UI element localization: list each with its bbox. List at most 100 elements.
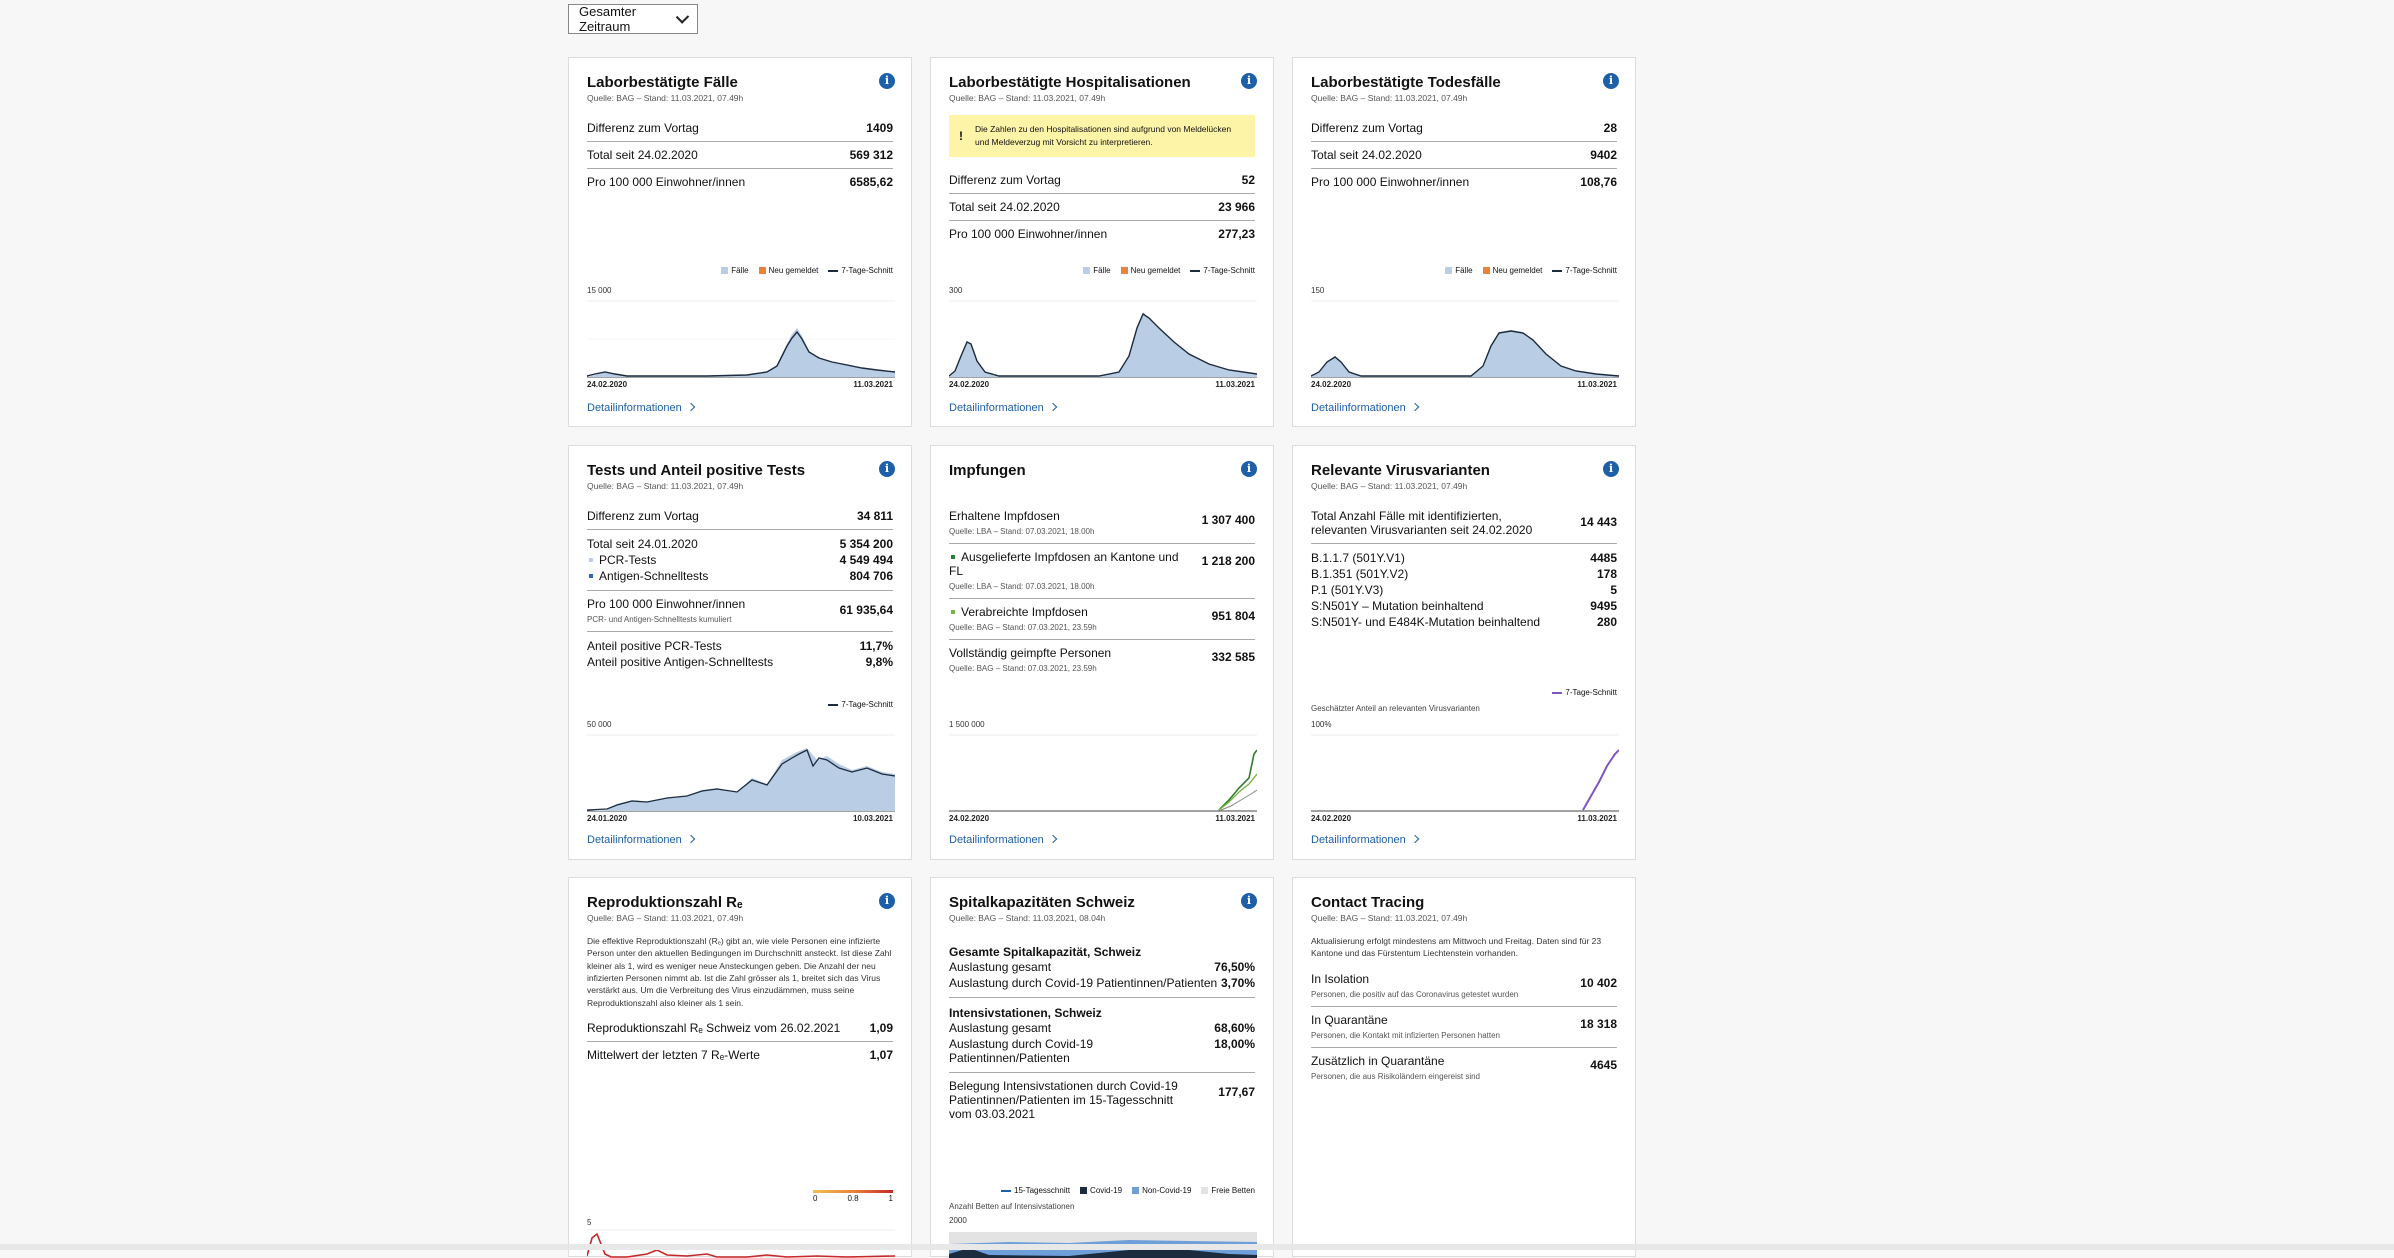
stat-value: 1 307 400 (1201, 513, 1255, 527)
variants-list: B.1.1.7 (501Y.V1) 4485 B.1.351 (501Y.V2) 1… (1311, 544, 1617, 636)
y-axis-max: 2000 (949, 1216, 967, 1225)
stat-value: 4 549 494 (839, 553, 893, 567)
legend-item: 7-Tage-Schnitt (1552, 688, 1617, 697)
chart-legend: 7-Tage-Schnitt (1552, 688, 1617, 697)
y-axis-max: 15 000 (587, 286, 612, 295)
stat-row: Verabreichte Impfdosen Quelle: BAG – Stan… (949, 599, 1255, 640)
stat-row: Pro 100 000 Einwohner/innen 277,23 (949, 221, 1255, 247)
stat-value: 569 312 (849, 148, 893, 162)
y-axis-max: 50 000 (587, 720, 612, 729)
legend-item: Freie Betten (1201, 1186, 1255, 1195)
stat-value: 4645 (1590, 1057, 1617, 1072)
card-title: Laborbestätigte Hospitalisationen (949, 74, 1191, 91)
stat-sublabel: Personen, die positiv auf das Coronaviru… (1311, 989, 1519, 999)
stat-label: Reproduktionszahl Rₑ Schweiz vom 26.02.2… (587, 1020, 841, 1035)
detail-link[interactable]: Detailinformationen (949, 402, 1056, 414)
legend-item: Neu gemeldet (1120, 266, 1180, 275)
stat-sublabel: Personen, die aus Risikoländern eingerei… (1311, 1071, 1480, 1081)
stat-label: Antigen-Schnelltests (587, 569, 708, 583)
info-icon[interactable]: i (1603, 73, 1619, 89)
stat-row: Pro 100 000 Einwohner/innen 108,76 (1311, 169, 1617, 195)
list-item: B.1.351 (501Y.V2) 178 (1311, 567, 1617, 581)
stat-label: Differenz zum Vortag (949, 172, 1061, 187)
stat-value: 61 935,64 (839, 603, 893, 617)
period-select[interactable]: Gesamter Zeitraum (568, 4, 698, 34)
stat-label: Zusätzlich in Quarantäne (1311, 1053, 1445, 1068)
stat-label: Total Anzahl Fälle mit identifizierten, … (1311, 509, 1533, 537)
x-axis-start: 24.02.2020 (949, 814, 990, 823)
detail-link[interactable]: Detailinformationen (949, 834, 1056, 846)
stat-label: Anteil positive PCR-Tests (587, 639, 722, 653)
detail-link[interactable]: Detailinformationen (587, 402, 694, 414)
horizontal-scrollbar[interactable] (0, 1244, 2394, 1250)
explanation-text: Aktualisierung erfolgt mindestens am Mit… (1311, 936, 1602, 959)
stat-value: 332 585 (1211, 650, 1255, 664)
capacity-icu-block: Intensivstationen, Schweiz Auslastung ge… (949, 998, 1255, 1073)
stat-label: Auslastung durch Covid-19 Patientinnen/P… (949, 976, 1218, 990)
stat-row: Total seit 24.02.2020 23 966 (949, 194, 1255, 221)
stat-value: 804 706 (849, 569, 893, 583)
info-icon[interactable]: i (1241, 461, 1257, 477)
chart-legend: 15-Tagesschnitt Covid-19 Non-Covid-19 Fr… (1001, 1186, 1255, 1195)
x-axis-end: 10.03.2021 (852, 814, 893, 823)
scale-label: 0 (813, 1194, 818, 1203)
info-icon[interactable]: i (879, 73, 895, 89)
warning-note: Die Zahlen zu den Hospitalisationen sind… (949, 115, 1255, 157)
stat-value: 1,09 (869, 1020, 893, 1035)
stat-value: 34 811 (856, 509, 893, 523)
legend-item: 7-Tage-Schnitt (828, 700, 893, 709)
stat-value: 76,50% (1214, 960, 1255, 974)
stat-row: Reproduktionszahl Rₑ Schweiz vom 26.02.2… (587, 1015, 893, 1042)
card-hospital-capacity: Spitalkapazitäten Schweiz Quelle: BAG – … (930, 877, 1274, 1258)
reproduction-chart (587, 1229, 895, 1258)
stat-value: 1409 (866, 121, 893, 135)
chart-caption: Geschätzter Anteil an relevanten Virusva… (1311, 704, 1480, 713)
card-title: Relevante Virusvarianten (1311, 462, 1490, 479)
deaths-chart (1311, 300, 1619, 378)
stat-value: 28 (1603, 121, 1617, 135)
detail-link[interactable]: Detailinformationen (1311, 834, 1418, 846)
info-icon[interactable]: i (879, 893, 895, 909)
chart-legend: Fälle Neu gemeldet 7-Tage-Schnitt (1083, 266, 1255, 275)
stat-row: Total seit 24.02.2020 9402 (1311, 142, 1617, 169)
stat-label: In Quarantäne (1311, 1012, 1388, 1027)
x-axis-start: 24.01.2020 (587, 814, 628, 823)
stat-value: 14 443 (1580, 515, 1617, 529)
legend-item: Non-Covid-19 (1132, 1186, 1191, 1195)
stat-row: Belegung Intensivstationen durch Covid-1… (949, 1073, 1255, 1127)
stat-label: Differenz zum Vortag (587, 509, 699, 523)
info-icon[interactable]: i (1241, 73, 1257, 89)
section-title: Intensivstationen, Schweiz (949, 1006, 1102, 1020)
tests-positive-block: Anteil positive PCR-Tests 11,7% Anteil po… (587, 632, 893, 676)
y-axis-max: 300 (949, 286, 963, 295)
stat-row: Differenz zum Vortag 34 811 (587, 503, 893, 530)
card-deaths: Laborbestätigte Todesfälle Quelle: BAG –… (1292, 57, 1636, 427)
legend-item: Fälle (1445, 266, 1473, 275)
info-icon[interactable]: i (879, 461, 895, 477)
list-item: S:N501Y – Mutation beinhaltend 9495 (1311, 599, 1617, 613)
card-reproduction: Reproduktionszahl Rₑ Quelle: BAG – Stand… (568, 877, 912, 1258)
x-axis-end: 11.03.2021 (1577, 814, 1617, 823)
stat-label: Total seit 24.02.2020 (587, 148, 698, 162)
stat-label: PCR-Tests (587, 553, 656, 567)
card-cases: Laborbestätigte Fälle Quelle: BAG – Stan… (568, 57, 912, 427)
stat-label: Auslastung gesamt (949, 1021, 1052, 1035)
card-source: Quelle: BAG – Stand: 11.03.2021, 07.49h (587, 93, 744, 103)
card-title: Tests und Anteil positive Tests (587, 462, 806, 479)
detail-link[interactable]: Detailinformationen (1311, 402, 1418, 414)
legend-item: Fälle (1083, 266, 1111, 275)
stat-label: Mittelwert der letzten 7 Rₑ-Werte (587, 1047, 760, 1062)
stat-label: Total seit 24.01.2020 (587, 537, 698, 551)
card-source: Quelle: BAG – Stand: 11.03.2021, 07.49h (587, 913, 744, 923)
stat-label: Auslastung durch Covid-19 Patientinnen/P… (949, 1037, 1094, 1065)
stat-row: Differenz zum Vortag 52 (949, 167, 1255, 194)
detail-link[interactable]: Detailinformationen (587, 834, 694, 846)
legend-item: 15-Tagesschnitt (1001, 1186, 1070, 1195)
section-title: Gesamte Spitalkapazität, Schweiz (949, 945, 1142, 959)
stat-value: 18,00% (1214, 1037, 1255, 1051)
scale-label: 0.8 (847, 1194, 859, 1203)
stat-label: Belegung Intensivstationen durch Covid-1… (949, 1079, 1178, 1121)
info-icon[interactable]: i (1603, 461, 1619, 477)
hospital-capacity-chart (949, 1232, 1257, 1258)
info-icon[interactable]: i (1241, 893, 1257, 909)
